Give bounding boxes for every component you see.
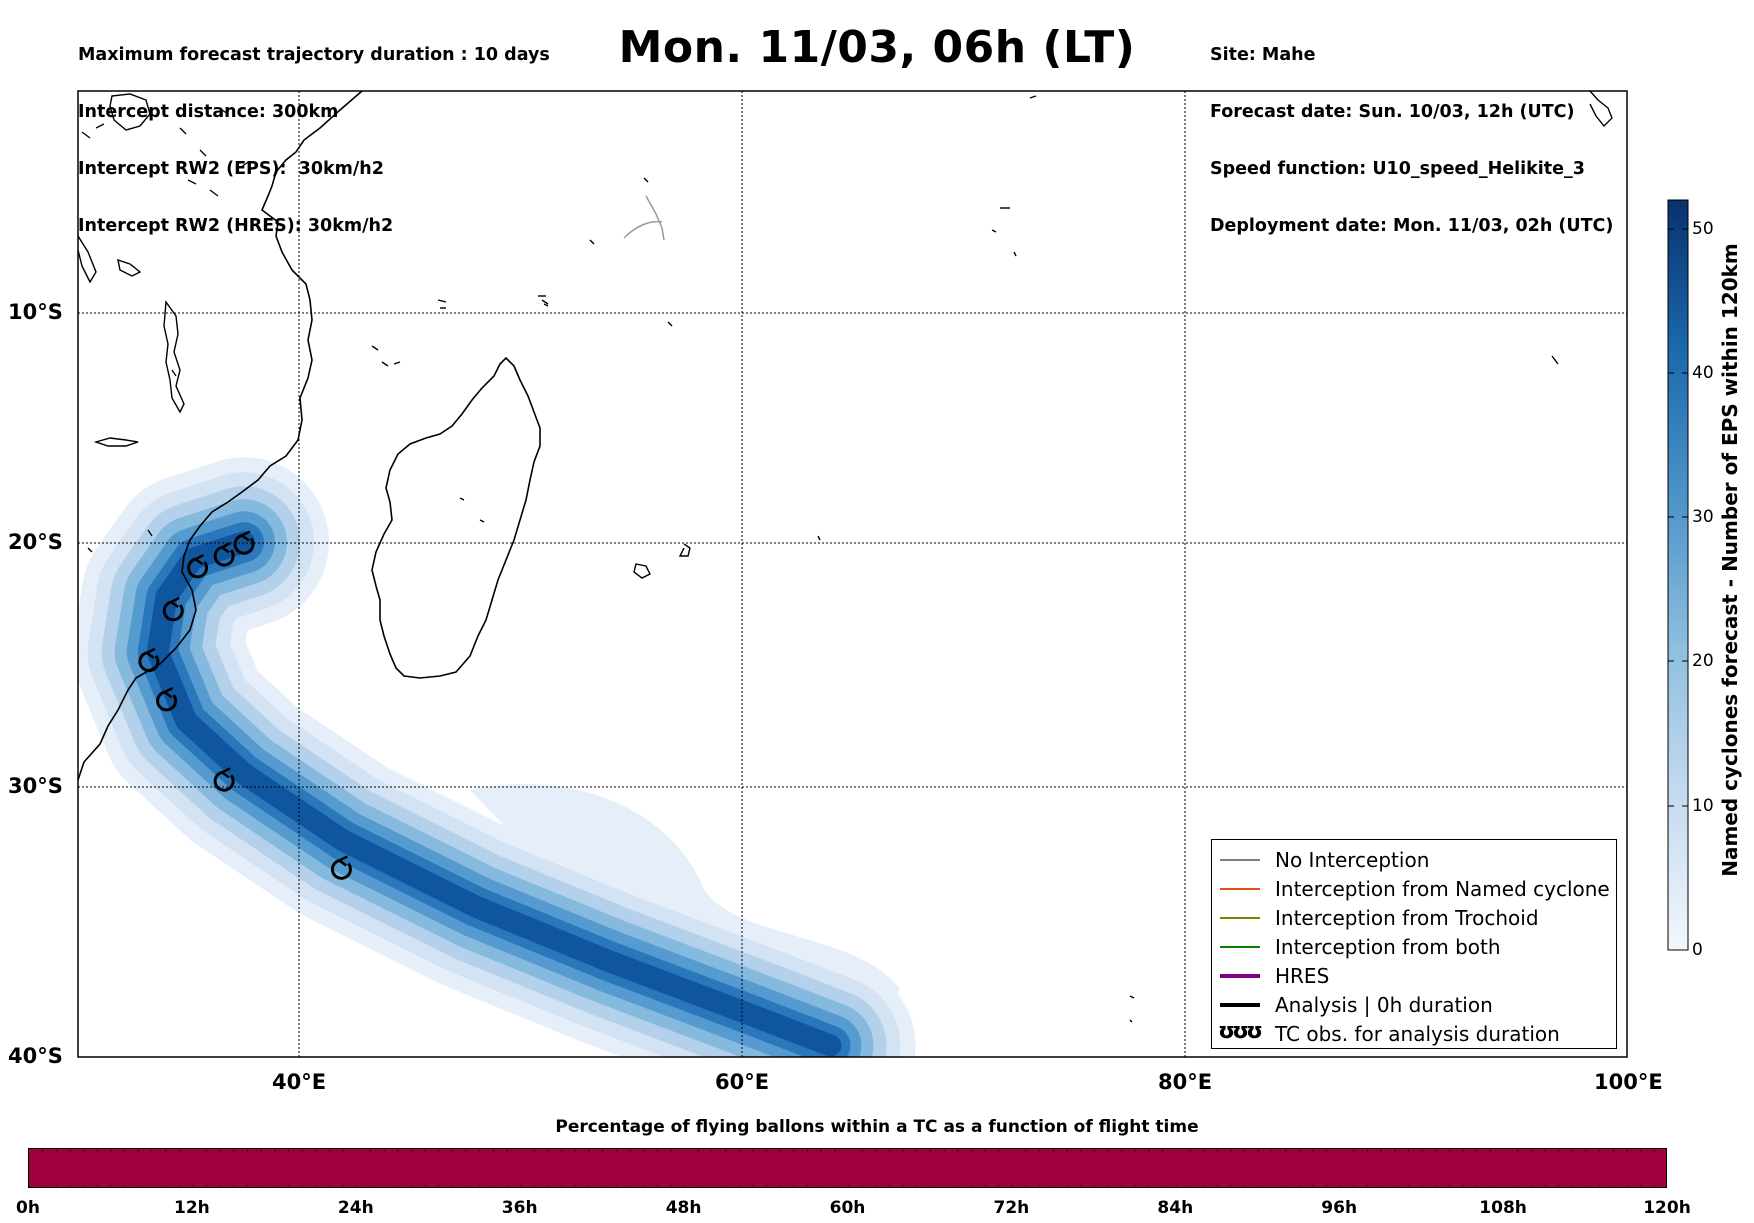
africa-coastline (78, 91, 363, 781)
legend-label: No Interception (1275, 848, 1430, 872)
mauritius-island (678, 543, 691, 557)
legend-label: Interception from Trochoid (1275, 906, 1539, 930)
max-duration-text: Maximum forecast trajectory duration : 1… (78, 45, 550, 65)
tc-obs-symbol (330, 855, 352, 880)
time-bar-tick-label: 120h (1643, 1198, 1691, 1218)
time-bar-title: Percentage of flying ballons within a TC… (555, 1117, 1199, 1137)
legend-item: Interception from both (1212, 935, 1616, 959)
time-bar-tick-label: 108h (1479, 1198, 1527, 1218)
legend-tc-symbol: ʊʊʊ (1218, 1019, 1263, 1044)
lake-kariba (93, 437, 139, 447)
legend-item: ʊʊʊ TC obs. for analysis duration (1212, 1019, 1616, 1046)
density-band-6 (146, 531, 842, 1057)
tc-obs-symbol (156, 686, 178, 712)
legend-label: TC obs. for analysis duration (1275, 1022, 1560, 1046)
lon-label-80e: 80°E (1158, 1070, 1213, 1094)
deployment-date-text: Deployment date: Mon. 11/03, 02h (UTC) (1210, 216, 1614, 236)
map-frame (77, 90, 1628, 1058)
colorbar-tick-0: 0 (1692, 940, 1703, 960)
time-bar-tick-label: 60h (829, 1198, 866, 1218)
lake-mweru (117, 258, 142, 277)
time-bar-tick-label: 12h (174, 1198, 210, 1218)
legend-item: Analysis | 0h duration (1212, 993, 1616, 1017)
no-interception-trajectories (623, 195, 665, 241)
legend-swatch (1220, 859, 1260, 861)
tc-obs-symbol (187, 554, 209, 579)
lake-tanganyika (78, 235, 97, 284)
legend-swatch (1220, 1003, 1260, 1007)
time-bar-tick-label: 96h (1321, 1198, 1358, 1218)
gridlines (78, 91, 1627, 1057)
legend-label: Analysis | 0h duration (1275, 993, 1493, 1017)
speed-function-text: Speed function: U10_speed_Helikite_3 (1210, 159, 1585, 179)
tc-obs-symbol (138, 647, 160, 673)
lat-label-40s: 40°S (8, 1044, 63, 1068)
colorbar-tick-30: 30 (1692, 507, 1714, 527)
header-info-left: Maximum forecast trajectory duration : 1… (78, 8, 550, 255)
colorbar-title: Named cyclones forecast - Number of EPS … (1718, 243, 1742, 877)
colorbar-gradient (1667, 199, 1689, 951)
colorbar-ticks (1668, 228, 1688, 951)
legend-swatch (1220, 974, 1260, 978)
lon-label-60e: 60°E (715, 1070, 770, 1094)
tc-observations (138, 530, 352, 880)
forecast-date-text: Forecast date: Sun. 10/03, 12h (UTC) (1210, 102, 1575, 122)
intercept-eps-text: Intercept RW2 (EPS): 30km/h2 (78, 159, 384, 179)
lat-label-10s: 10°S (8, 300, 63, 324)
colorbar-tick-10: 10 (1692, 796, 1714, 816)
tc-obs-symbol (213, 767, 235, 792)
legend-label: Interception from both (1275, 935, 1501, 959)
lat-label-20s: 20°S (8, 530, 63, 554)
time-bar (28, 1148, 1667, 1188)
time-bar-tick-label: 36h (501, 1198, 538, 1218)
lake-malawi (163, 300, 185, 414)
legend-label: HRES (1275, 964, 1330, 988)
lon-label-100e: 100°E (1594, 1070, 1663, 1094)
legend-swatch (1220, 917, 1260, 919)
madagascar-coastline (371, 356, 541, 679)
sri-lanka-tip (1589, 91, 1613, 128)
legend-item: Interception from Trochoid (1212, 906, 1616, 930)
reunion-island (633, 563, 651, 579)
header-info-right: Site: Mahe Forecast date: Sun. 10/03, 12… (1210, 8, 1613, 255)
time-bar-tick-label: 24h (337, 1198, 374, 1218)
time-bar-tick-label: 84h (1157, 1198, 1194, 1218)
islands (371, 95, 1559, 1023)
intercept-hres-text: Intercept RW2 (HRES): 30km/h2 (78, 216, 394, 236)
lon-label-40e: 40°E (272, 1070, 327, 1094)
page-title: Mon. 11/03, 06h (LT) (618, 22, 1136, 73)
time-bar-tick-label: 0h (16, 1198, 40, 1218)
legend: No Interception Interception from Named c… (1211, 839, 1617, 1049)
legend-swatch (1220, 888, 1260, 890)
tc-obs-symbol (213, 542, 235, 567)
legend-item: HRES (1212, 964, 1616, 988)
legend-item: Interception from Named cyclone (1212, 877, 1616, 901)
legend-label: Interception from Named cyclone (1275, 877, 1610, 901)
legend-item: No Interception (1212, 848, 1616, 872)
colorbar-tick-50: 50 (1692, 219, 1714, 239)
colorbar-tick-20: 20 (1692, 651, 1714, 671)
lake-victoria (109, 93, 151, 131)
cyclone-density-swath (78, 457, 916, 1057)
time-bar-minor-ticks (29, 1149, 1655, 1187)
colorbar-tick-40: 40 (1692, 363, 1714, 383)
time-bar-tick-label: 72h (993, 1198, 1030, 1218)
intercept-distance-text: Intercept distance: 300km (78, 102, 339, 122)
tc-obs-symbol (233, 530, 255, 555)
site-text: Site: Mahe (1210, 45, 1316, 65)
inland-lakes (81, 109, 249, 553)
time-bar-tick-label: 48h (665, 1198, 702, 1218)
tc-obs-symbol (162, 596, 184, 622)
lat-label-30s: 30°S (8, 774, 63, 798)
legend-swatch (1220, 946, 1260, 948)
